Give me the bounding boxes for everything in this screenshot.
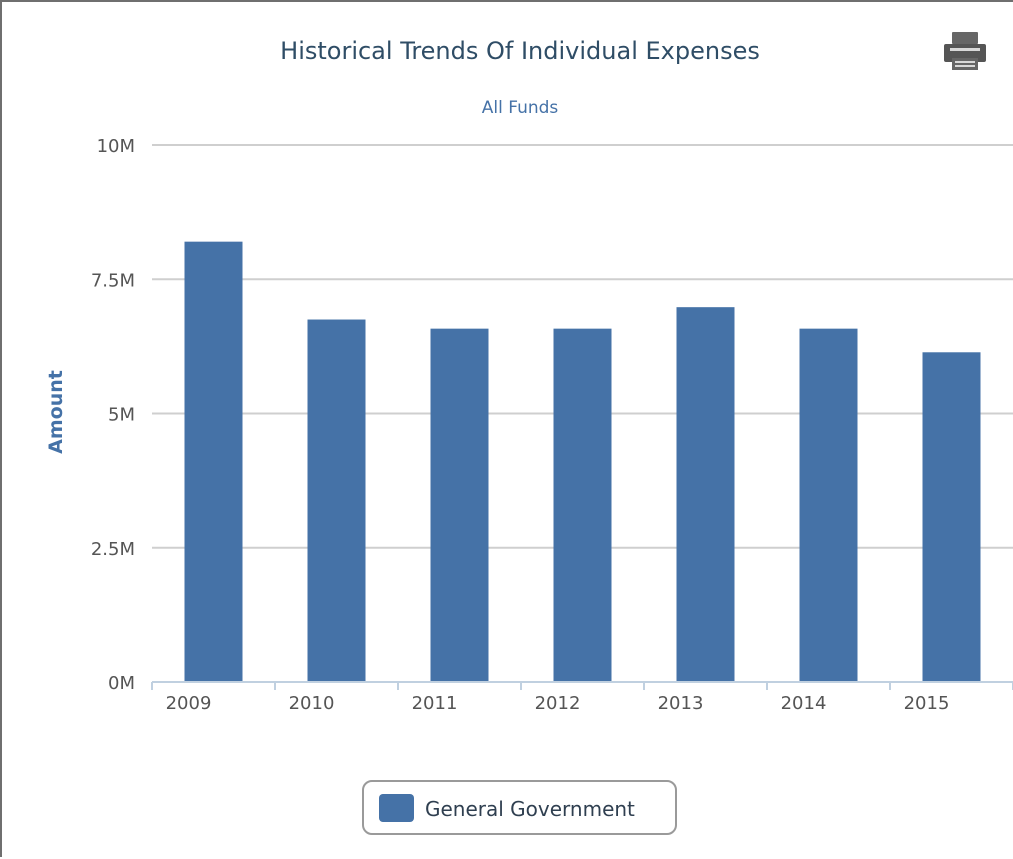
print-button[interactable] [944, 32, 986, 70]
y-axis-title: Amount [45, 370, 67, 454]
x-tick-label: 2012 [535, 693, 581, 714]
chart-title: Historical Trends Of Individual Expenses [280, 37, 760, 65]
y-tick-label: 0M [108, 673, 135, 694]
y-tick-label: 5M [108, 405, 135, 426]
printer-icon [944, 32, 986, 70]
bar-2009[interactable] [184, 241, 243, 682]
x-tick-label: 2010 [289, 693, 335, 714]
y-tick-label: 10M [97, 136, 135, 157]
x-tick-label: 2014 [781, 693, 827, 714]
x-tick-label: 2013 [658, 693, 704, 714]
y-tick-label: 7.5M [91, 270, 135, 291]
bar-2010[interactable] [307, 319, 366, 682]
x-tick-label: 2011 [412, 693, 458, 714]
bar-2012[interactable] [553, 328, 612, 682]
legend-item-general-government[interactable]: General Government [425, 797, 635, 821]
bar-2011[interactable] [430, 328, 489, 682]
legend-swatch [379, 794, 414, 822]
bars [184, 241, 981, 682]
bar-2014[interactable] [799, 328, 858, 682]
y-axis-ticks: 0M 2.5M 5M 7.5M 10M [91, 136, 135, 694]
bar-2013[interactable] [676, 307, 735, 682]
bar-2015[interactable] [922, 352, 981, 682]
legend-box [362, 780, 677, 835]
chart-subtitle: All Funds [482, 98, 559, 118]
x-axis: 2009 2010 2011 2012 2013 2014 2015 [151, 681, 1013, 714]
legend[interactable]: General Government [362, 780, 677, 835]
x-tick-label: 2009 [166, 693, 212, 714]
y-tick-label: 2.5M [91, 539, 135, 560]
x-tick-label: 2015 [904, 693, 950, 714]
